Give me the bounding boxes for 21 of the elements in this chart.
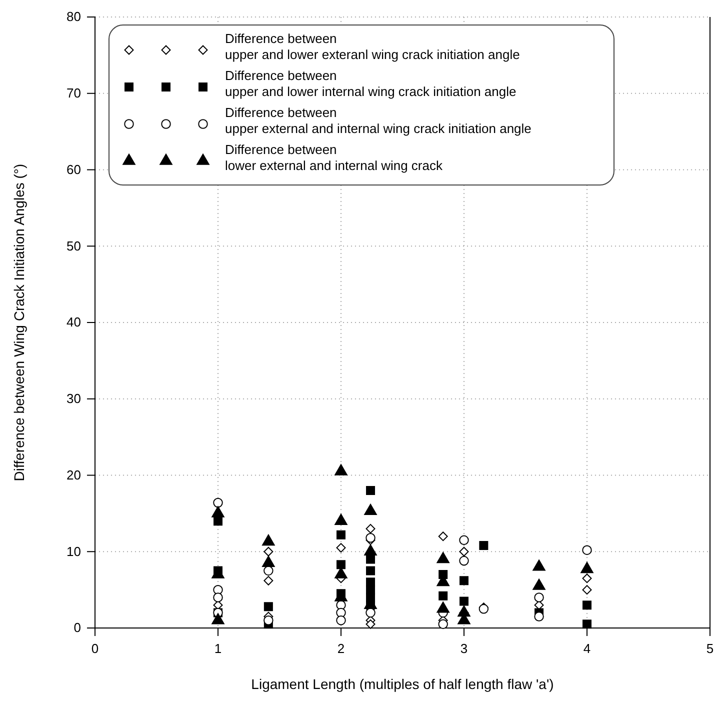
- y-tick-label: 20: [66, 467, 81, 482]
- legend-label: Difference between upper and lower internal wing crack initiation angle: [225, 68, 516, 99]
- x-tick-label: 0: [91, 641, 99, 656]
- legend-label: Difference between upper external and internal wing crack initiation angle: [225, 105, 532, 136]
- x-axis-title: Ligament Length (multiples of half length flaw 'a'): [251, 676, 554, 692]
- x-tick-label: 1: [214, 641, 222, 656]
- x-tick-label: 2: [337, 641, 345, 656]
- y-tick-label: 0: [74, 620, 81, 636]
- y-tick-label: 10: [66, 544, 81, 559]
- y-tick-label: 60: [66, 162, 81, 177]
- y-tick-label: 30: [66, 391, 81, 406]
- y-tick-label: 50: [66, 238, 81, 254]
- legend-label: Difference between upper and lower exteranl wing crack initiation angle: [225, 31, 520, 62]
- x-tick-label: 5: [706, 641, 714, 656]
- y-tick-label: 70: [66, 86, 81, 101]
- x-tick-label: 4: [583, 641, 591, 656]
- y-axis-title: Difference between Wing Crack Initiation Angles (°): [11, 164, 27, 482]
- legend-label: Difference between lower external and internal wing crack: [225, 142, 443, 173]
- y-tick-label: 80: [66, 9, 81, 24]
- y-tick-label: 40: [66, 314, 81, 330]
- x-tick-label: 3: [460, 641, 468, 656]
